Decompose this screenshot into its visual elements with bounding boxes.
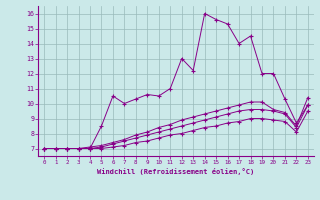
- X-axis label: Windchill (Refroidissement éolien,°C): Windchill (Refroidissement éolien,°C): [97, 168, 255, 175]
